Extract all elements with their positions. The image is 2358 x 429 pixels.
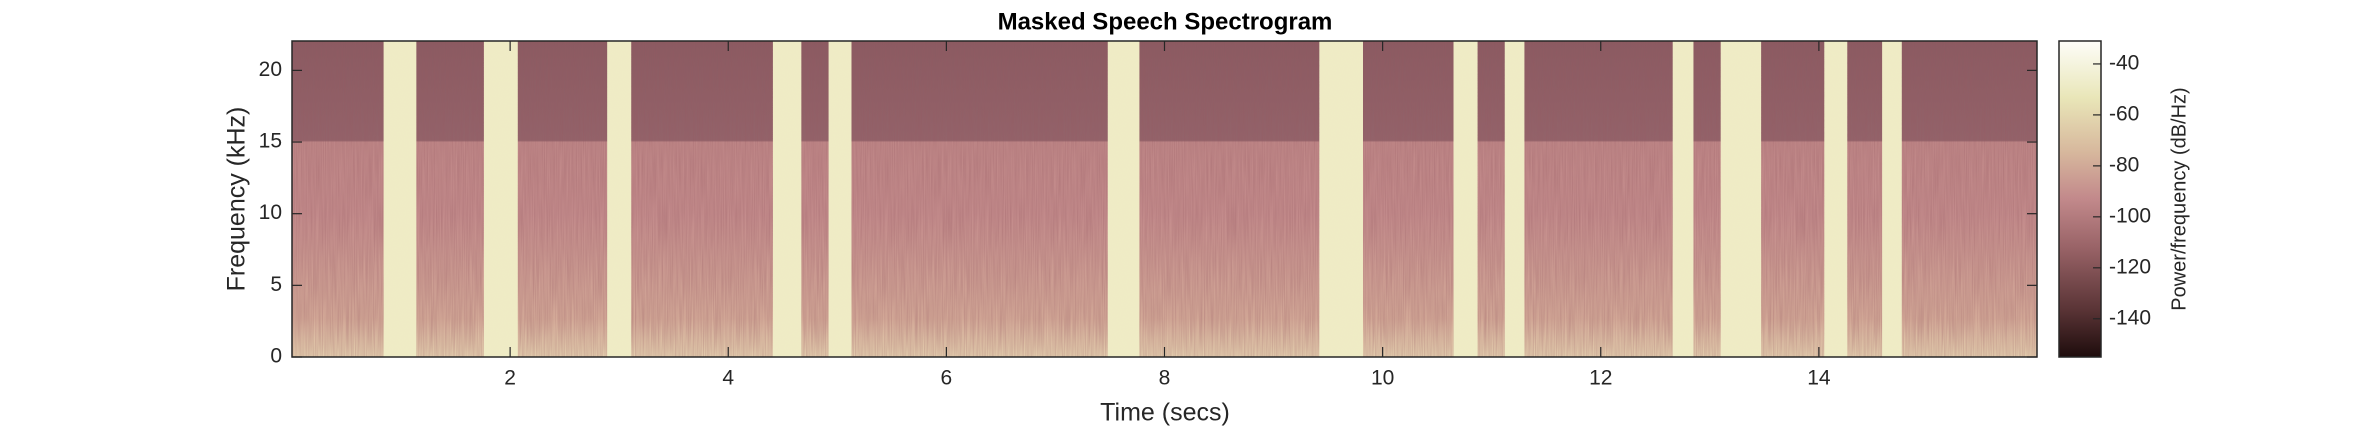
masked-segment-texture — [1720, 41, 1762, 357]
masked-segment-texture — [1672, 41, 1694, 357]
y-tick-label: 10 — [259, 201, 282, 224]
masked-segment-texture — [772, 41, 802, 357]
masked-segment-texture — [483, 41, 518, 357]
masked-segment-texture — [607, 41, 632, 357]
x-axis-label: Time (secs) — [1100, 399, 1230, 427]
colorbar-tick-label: -80 — [2109, 153, 2139, 176]
colorbar-tick-label: -60 — [2109, 102, 2139, 125]
masked-segment-texture — [828, 41, 852, 357]
colorbar-tick-label: -140 — [2109, 306, 2151, 329]
x-tick-label: 14 — [1807, 367, 1831, 390]
y-axis-label: Frequency (kHz) — [223, 107, 251, 292]
chart-title: Masked Speech Spectrogram — [998, 8, 1333, 35]
x-tick-label: 2 — [504, 367, 516, 390]
masked-segment-texture — [1107, 41, 1140, 357]
x-tick-label: 4 — [722, 367, 734, 390]
masked-segment-texture — [1319, 41, 1363, 357]
y-tick-label: 20 — [259, 58, 282, 81]
masked-segment-texture — [383, 41, 417, 357]
x-tick-label: 12 — [1589, 367, 1612, 390]
y-tick-label: 15 — [259, 130, 282, 153]
x-tick-label: 10 — [1371, 367, 1394, 390]
masked-segment-texture — [1824, 41, 1848, 357]
masked-segment-texture — [1453, 41, 1478, 357]
colorbar-tick-label: -100 — [2109, 204, 2151, 227]
x-tick-label: 6 — [941, 367, 953, 390]
colorbar-label: Power/frequency (dB/Hz) — [2168, 87, 2190, 310]
colorbar-tick-label: -120 — [2109, 255, 2151, 278]
masked-segment-texture — [1882, 41, 1902, 357]
colorbar-tick-label: -40 — [2109, 51, 2139, 74]
x-tick-label: 8 — [1159, 367, 1171, 390]
masked-segment-texture — [1504, 41, 1525, 357]
y-tick-label: 5 — [270, 273, 282, 296]
colorbar — [2058, 40, 2102, 358]
y-tick-label: 0 — [270, 345, 282, 368]
spectrogram-texture — [292, 41, 2037, 357]
